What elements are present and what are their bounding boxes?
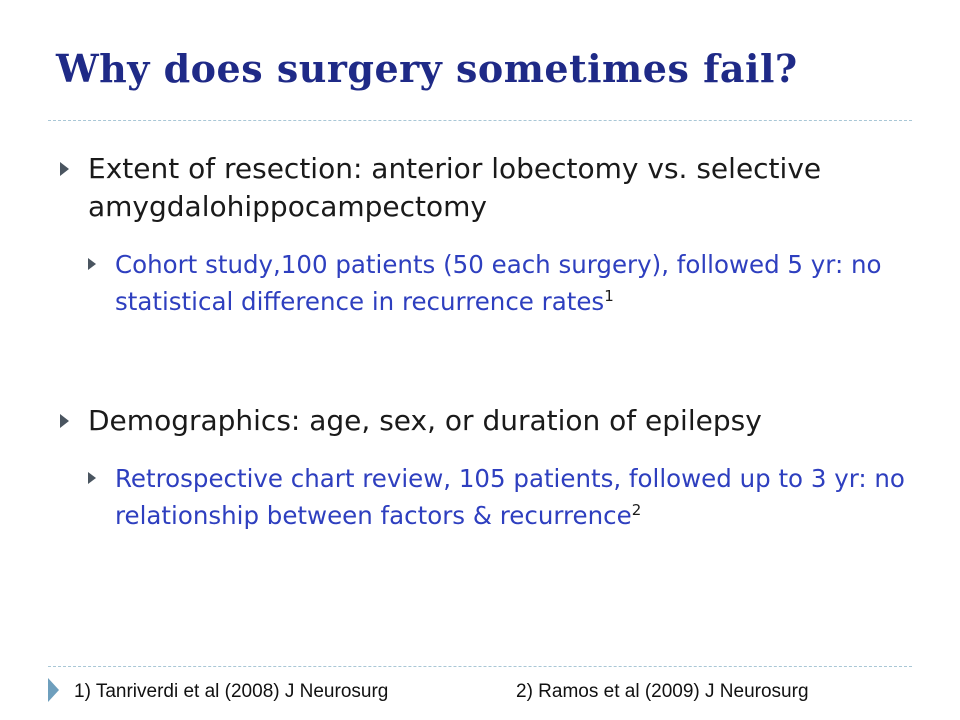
subbullet-text-wrap: Retrospective chart review, 105 patients…: [115, 460, 935, 534]
subbullet-chart-review: Retrospective chart review, 105 patients…: [88, 460, 935, 534]
subbullet-cohort-study: Cohort study,100 patients (50 each surge…: [88, 246, 935, 320]
slide-title: Why does surgery sometimes fail?: [56, 46, 798, 91]
bullet-arrow-icon: [60, 414, 69, 428]
reference-1: 1) Tanriverdi et al (2008) J Neurosurg: [74, 681, 389, 702]
citation-marker: 2: [631, 500, 642, 519]
bullet-text: Extent of resection: anterior lobectomy …: [88, 152, 822, 223]
title-divider: [48, 120, 912, 121]
citation-marker: 1: [604, 286, 614, 305]
subbullet-text: Cohort study,100 patients (50 each surge…: [115, 250, 882, 316]
subbullet-text: Retrospective chart review, 105 patients…: [115, 464, 905, 530]
footer-arrow-icon: [48, 678, 59, 702]
subbullet-text-wrap: Cohort study,100 patients (50 each surge…: [115, 246, 935, 320]
footer-divider: [48, 666, 912, 667]
bullet-extent-of-resection: Extent of resection: anterior lobectomy …: [60, 150, 908, 226]
bullet-arrow-icon: [60, 162, 69, 176]
reference-2: 2) Ramos et al (2009) J Neurosurg: [516, 681, 809, 702]
bullet-text: Demographics: age, sex, or duration of e…: [88, 404, 762, 437]
bullet-demographics: Demographics: age, sex, or duration of e…: [60, 402, 908, 440]
subbullet-arrow-icon: [88, 258, 96, 270]
subbullet-arrow-icon: [88, 472, 96, 484]
